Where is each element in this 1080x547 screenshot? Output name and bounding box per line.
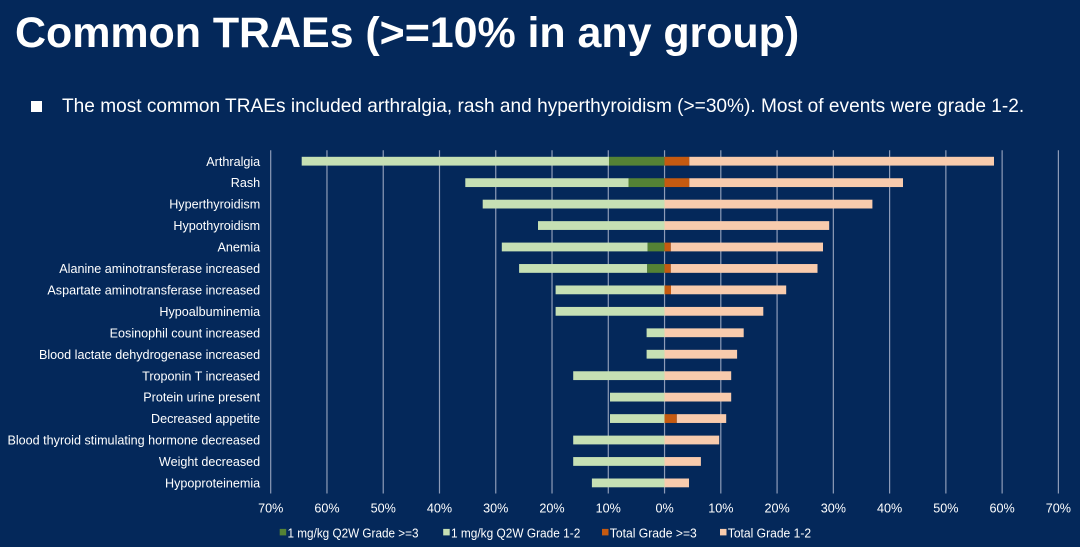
svg-text:Rash: Rash: [231, 176, 260, 190]
svg-text:1 mg/kg Q2W Grade 1-2: 1 mg/kg Q2W Grade 1-2: [451, 526, 580, 540]
svg-text:Total Grade 1-2: Total Grade 1-2: [728, 526, 811, 540]
svg-text:Blood lactate dehydrogenase in: Blood lactate dehydrogenase increased: [39, 348, 260, 362]
svg-text:20%: 20%: [764, 502, 789, 516]
svg-text:20%: 20%: [539, 502, 564, 516]
svg-text:Blood thyroid stimulating horm: Blood thyroid stimulating hormone decrea…: [7, 434, 260, 448]
svg-text:Decreased appetite: Decreased appetite: [151, 412, 260, 426]
svg-text:10%: 10%: [708, 502, 733, 516]
svg-text:Hypoalbuminemia: Hypoalbuminemia: [159, 305, 260, 319]
svg-text:50%: 50%: [371, 502, 396, 516]
svg-text:Troponin T increased: Troponin T increased: [142, 369, 260, 383]
svg-text:70%: 70%: [1046, 502, 1071, 516]
svg-text:70%: 70%: [258, 502, 283, 516]
svg-text:Alanine aminotransferase incre: Alanine aminotransferase increased: [59, 262, 260, 276]
svg-text:40%: 40%: [877, 502, 902, 516]
svg-text:Hypoproteinemia: Hypoproteinemia: [165, 477, 260, 491]
svg-text:60%: 60%: [314, 502, 339, 516]
svg-text:30%: 30%: [483, 502, 508, 516]
svg-text:10%: 10%: [596, 502, 621, 516]
svg-text:50%: 50%: [933, 502, 958, 516]
svg-text:Total Grade >=3: Total Grade >=3: [610, 526, 697, 540]
svg-text:Hyperthyroidism: Hyperthyroidism: [169, 198, 260, 212]
svg-text:30%: 30%: [821, 502, 846, 516]
svg-text:0%: 0%: [655, 502, 673, 516]
svg-text:Anemia: Anemia: [217, 241, 260, 255]
svg-text:Arthralgia: Arthralgia: [206, 155, 260, 169]
svg-text:Weight decreased: Weight decreased: [159, 455, 260, 469]
svg-text:40%: 40%: [427, 502, 452, 516]
svg-text:Eosinophil count increased: Eosinophil count increased: [110, 326, 261, 340]
svg-text:Aspartate aminotransferase inc: Aspartate aminotransferase increased: [47, 283, 260, 297]
svg-text:Protein urine present: Protein urine present: [143, 391, 260, 405]
svg-text:Hypothyroidism: Hypothyroidism: [173, 219, 260, 233]
svg-text:1 mg/kg Q2W Grade >=3: 1 mg/kg Q2W Grade >=3: [288, 526, 419, 540]
svg-text:60%: 60%: [990, 502, 1015, 516]
